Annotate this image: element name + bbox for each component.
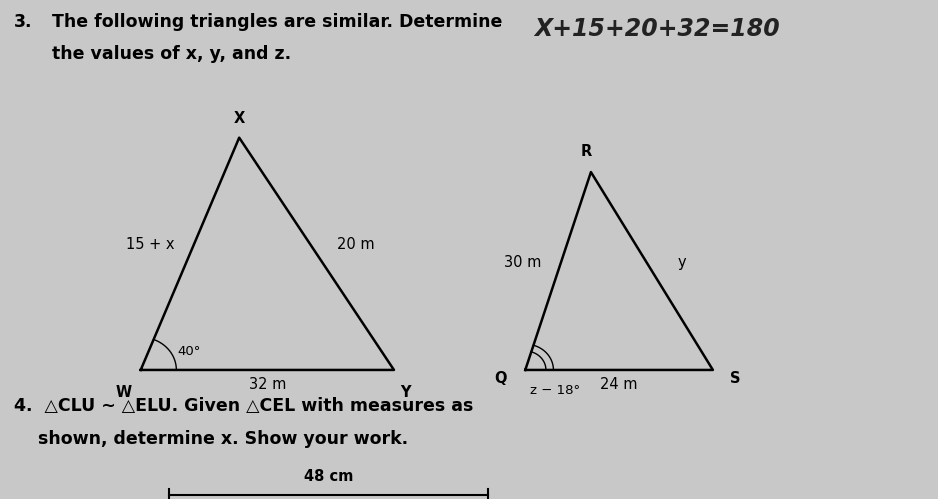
Text: 15 + x: 15 + x xyxy=(127,238,174,252)
Text: shown, determine x. Show your work.: shown, determine x. Show your work. xyxy=(14,430,408,448)
Text: 48 cm: 48 cm xyxy=(304,469,353,484)
Text: X+15+20+32=180: X+15+20+32=180 xyxy=(535,17,780,41)
Text: 4.  △CLU ∼ △ELU. Given △CEL with measures as: 4. △CLU ∼ △ELU. Given △CEL with measures… xyxy=(14,398,474,416)
Text: 32 m: 32 m xyxy=(249,377,286,392)
Text: R: R xyxy=(581,144,592,159)
Text: 3.: 3. xyxy=(14,13,33,31)
Text: 24 m: 24 m xyxy=(600,377,638,392)
Text: the values of x, y, and z.: the values of x, y, and z. xyxy=(52,45,291,63)
Text: 20 m: 20 m xyxy=(337,238,375,252)
Text: 40°: 40° xyxy=(178,345,201,358)
Text: S: S xyxy=(730,371,740,386)
Text: The following triangles are similar. Determine: The following triangles are similar. Det… xyxy=(52,13,502,31)
Text: z − 18°: z − 18° xyxy=(530,384,580,397)
Text: y: y xyxy=(677,254,687,269)
Text: X: X xyxy=(234,111,245,126)
Text: Y: Y xyxy=(400,385,411,400)
Text: 30 m: 30 m xyxy=(504,254,541,269)
Text: Q: Q xyxy=(494,371,507,386)
Text: W: W xyxy=(115,385,132,400)
